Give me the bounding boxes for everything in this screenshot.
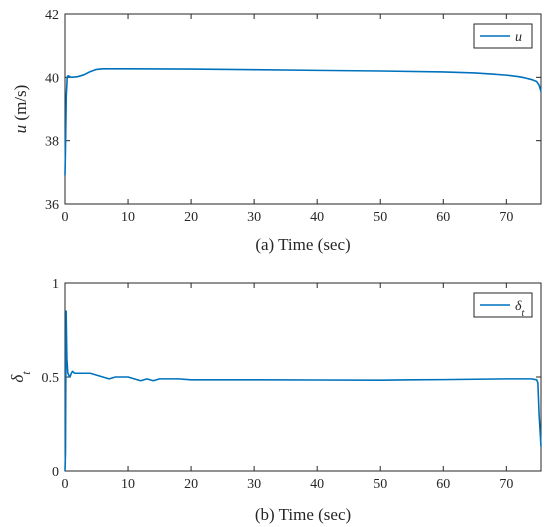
x-tick-label: 40	[310, 477, 324, 492]
x-ticks-a: 0 10 20 30 40 50 60 70	[62, 14, 513, 225]
series-line-u	[64, 67, 542, 176]
y-tick-label: 36	[45, 198, 59, 213]
y-axis-sub-b: t	[19, 371, 33, 375]
plot-area-b	[64, 282, 542, 472]
x-axis-label-a: (a) Time (sec)	[255, 235, 350, 254]
legend-label-b: δt	[515, 299, 525, 319]
series-line-delta-t	[64, 310, 542, 472]
y-axis-label-a: u (m/s)	[11, 85, 30, 134]
panel-b: 0 10 20 30 40 50 60 70 00.51 (b) Time (sec) δt …	[8, 277, 542, 524]
x-tick-label: 30	[247, 210, 261, 225]
y-tick-label: 40	[45, 71, 59, 86]
legend-symbol-b: δ	[515, 299, 522, 314]
x-ticks-b: 0 10 20 30 40 50 60 70	[62, 283, 513, 492]
x-axis-label-b: (b) Time (sec)	[255, 505, 351, 524]
x-tick-label: 50	[373, 210, 387, 225]
y-ticks-a: 36 38 40 42	[45, 8, 541, 213]
x-tick-label: 10	[121, 477, 135, 492]
y-axis-symbol-a: u	[11, 125, 30, 134]
x-tick-label: 0	[62, 477, 69, 492]
x-tick-label: 30	[247, 477, 261, 492]
x-tick-label: 70	[499, 210, 513, 225]
y-axis-unit-a: (m/s)	[11, 85, 30, 125]
y-tick-label: 38	[45, 135, 59, 150]
x-tick-label: 70	[499, 477, 513, 492]
x-tick-label: 20	[184, 210, 198, 225]
y-tick-label: 42	[45, 8, 59, 23]
plot-area-a	[64, 13, 542, 205]
y-ticks-b: 00.51	[42, 277, 541, 480]
legend-b: δt	[473, 292, 533, 319]
series-lines-a	[64, 67, 542, 176]
y-tick-label: 1	[52, 277, 59, 292]
series-lines-b	[64, 310, 542, 472]
y-axis-symbol-b: δ	[8, 374, 27, 383]
x-tick-label: 10	[121, 210, 135, 225]
legend-a: u	[473, 23, 533, 49]
x-tick-label: 0	[62, 210, 69, 225]
legend-sub-b: t	[522, 308, 525, 319]
legend-label-a: u	[515, 30, 522, 45]
y-tick-label: 0.5	[42, 371, 60, 386]
y-axis-label-b: δt	[8, 371, 33, 383]
x-tick-label: 50	[373, 477, 387, 492]
x-tick-label: 60	[436, 210, 450, 225]
x-tick-label: 20	[184, 477, 198, 492]
y-tick-label: 0	[52, 465, 59, 480]
x-tick-label: 60	[436, 477, 450, 492]
x-tick-label: 40	[310, 210, 324, 225]
